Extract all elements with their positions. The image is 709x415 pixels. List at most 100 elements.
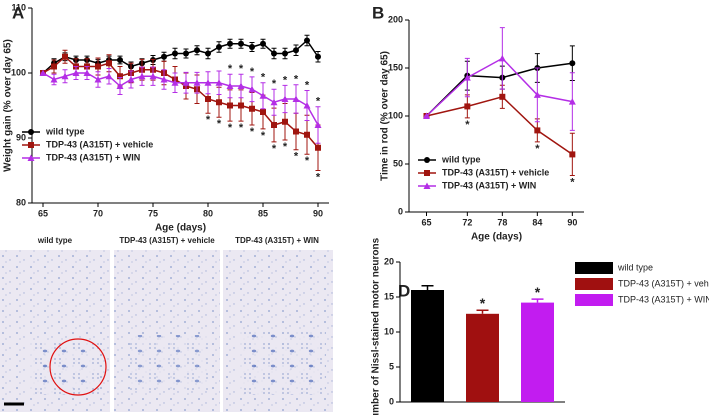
significance: * [272, 78, 277, 90]
y-tick-label: 5 [389, 361, 394, 371]
marker [259, 92, 267, 99]
x-tick-label: 65 [421, 217, 431, 227]
y-tick-label: 90 [16, 132, 26, 142]
x-tick-label: 90 [567, 217, 577, 227]
panel-letter: B [372, 3, 384, 22]
legend-label: TDP-43 (A315T) + WIN [46, 152, 140, 162]
marker [423, 182, 431, 189]
marker [172, 50, 178, 57]
marker [72, 69, 80, 76]
x-axis-label: Age (days) [155, 223, 206, 234]
legend-label: TDP-43 (A315T) + WIN [618, 294, 709, 304]
marker [238, 40, 244, 47]
marker [249, 105, 255, 112]
marker [205, 50, 211, 57]
marker [216, 44, 222, 50]
x-tick-label: 75 [148, 208, 158, 218]
marker [27, 154, 35, 161]
significance: * [294, 151, 299, 163]
significance: * [261, 130, 266, 142]
marker [424, 157, 430, 163]
significance: * [283, 141, 288, 153]
marker [271, 50, 277, 57]
marker [161, 53, 167, 60]
error-bar [476, 309, 489, 314]
marker [303, 102, 311, 109]
marker [183, 50, 189, 57]
marker [282, 50, 288, 57]
x-tick-label: 65 [38, 208, 48, 218]
y-tick-label: 100 [11, 67, 26, 77]
marker [293, 128, 299, 135]
significance: * [250, 66, 255, 78]
marker [94, 76, 102, 83]
significance: * [294, 74, 299, 86]
y-axis-label: Time in rod (% over day 65) [380, 51, 391, 181]
marker [315, 144, 321, 151]
significance: * [239, 63, 244, 75]
marker [127, 76, 135, 83]
marker [568, 98, 576, 105]
marker [314, 121, 322, 128]
significance: * [228, 63, 233, 75]
marker [304, 37, 310, 44]
bar [466, 313, 499, 402]
y-tick-label: 0 [389, 396, 394, 406]
marker [238, 102, 244, 109]
marker [271, 122, 277, 128]
marker [304, 131, 310, 138]
significance: * [239, 122, 244, 134]
x-tick-label: 85 [258, 208, 268, 218]
y-tick-label: 100 [388, 110, 403, 120]
y-tick-label: 110 [11, 2, 26, 12]
marker [227, 40, 233, 47]
marker [138, 72, 146, 80]
series-line [42, 72, 319, 126]
marker [424, 170, 430, 176]
marker [227, 102, 233, 109]
image-label: TDP-43 (A315T) + vehicle [119, 236, 215, 245]
x-tick-label: 72 [462, 217, 472, 227]
significance: * [283, 74, 288, 86]
y-tick-label: 0 [398, 206, 403, 216]
x-tick-label: 90 [313, 208, 323, 218]
panel-letter: D [398, 281, 410, 300]
marker [315, 53, 321, 60]
marker [116, 82, 124, 89]
marker [281, 95, 289, 102]
significance: * [535, 284, 541, 300]
y-axis-label: Number of Nissl-stained motor neurons [371, 237, 382, 415]
image-panel: C wild type TDP-43 (A315T) + vehicle TDP… [0, 236, 333, 412]
significance: * [250, 126, 255, 138]
y-tick-label: 200 [388, 14, 403, 24]
marker [160, 76, 168, 83]
marker [28, 142, 34, 148]
marker [569, 151, 576, 158]
significance: * [316, 96, 321, 108]
marker [61, 72, 69, 80]
significance: * [535, 143, 540, 155]
marker [216, 99, 222, 106]
marker [569, 60, 576, 67]
marker [423, 112, 430, 119]
marker [215, 79, 223, 86]
legend-label: wild type [617, 262, 653, 272]
significance: * [206, 114, 211, 126]
x-tick-label: 78 [497, 217, 507, 227]
marker [39, 69, 47, 76]
marker [226, 82, 234, 89]
bar [411, 290, 444, 402]
significance: * [480, 295, 486, 311]
marker [106, 60, 112, 67]
error-bar [421, 285, 434, 290]
tissue-region [130, 335, 210, 390]
marker [105, 72, 113, 80]
marker [499, 93, 506, 100]
marker [237, 82, 245, 89]
y-tick-label: 50 [393, 158, 403, 168]
marker [260, 109, 266, 115]
y-tick-label: 80 [16, 197, 26, 207]
marker [83, 69, 91, 76]
marker [117, 57, 123, 63]
marker [204, 79, 212, 86]
